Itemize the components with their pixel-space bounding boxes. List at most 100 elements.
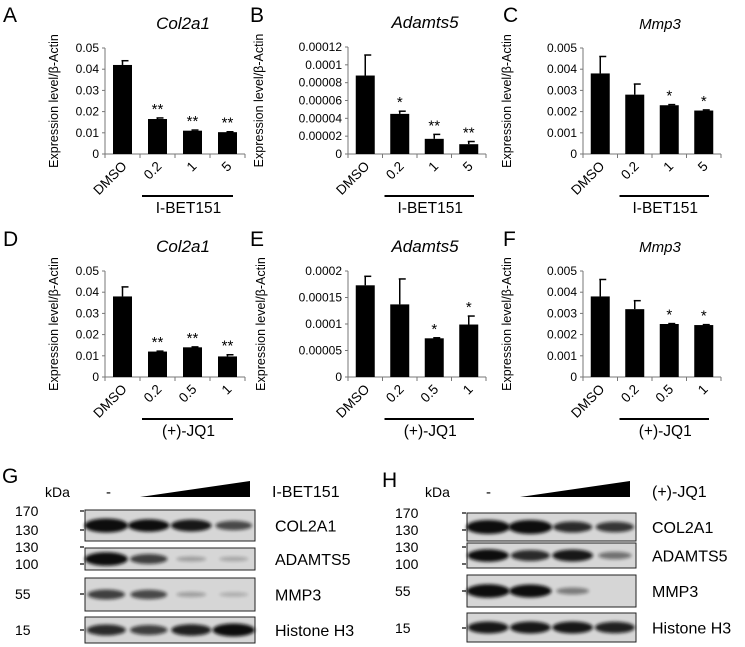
x-tick-label: DMSO (90, 382, 129, 421)
significance-marker: ** (187, 113, 199, 130)
x-tick-label: 5 (219, 159, 235, 175)
dose-gradient-triangle (520, 481, 630, 497)
chart-title: Col2a1 (156, 14, 210, 33)
x-tick-label: DMSO (568, 159, 607, 198)
panel-letter: B (250, 4, 264, 27)
y-tick-label: 0 (570, 147, 577, 161)
bar (590, 73, 610, 154)
y-tick-label: 0.002 (547, 328, 577, 342)
bar (113, 64, 132, 154)
protein-band (598, 551, 632, 560)
x-tick-label: 5 (460, 159, 476, 175)
panel-letter: G (2, 465, 18, 488)
y-tick-label: 0.02 (76, 105, 100, 119)
group-label: I-BET151 (633, 200, 698, 217)
protein-label: MMP3 (275, 588, 321, 605)
protein-band (127, 519, 170, 532)
chart-panel-b: B Adamts5 Expression level/β-Actin 0 0.00002… (250, 4, 487, 217)
protein-band (170, 519, 212, 532)
mw-marker-label: 130 (15, 539, 39, 555)
protein-band (84, 518, 129, 533)
x-tick-label: 0.5 (417, 382, 441, 406)
significance-marker: ** (222, 115, 234, 132)
chart-title: Adamts5 (390, 237, 459, 256)
bar (355, 285, 375, 377)
bar (390, 113, 410, 154)
group-label: (+)-JQ1 (404, 423, 457, 440)
y-tick-label: 0.001 (547, 126, 577, 140)
protein-band (466, 584, 510, 598)
protein-band (594, 621, 635, 634)
kda-label: kDa (425, 484, 450, 500)
y-tick-label: 0.00015 (299, 291, 343, 305)
significance-marker: ** (222, 338, 234, 355)
mw-marker-label: 100 (395, 556, 419, 572)
y-tick-label: 0.00006 (299, 94, 343, 108)
protein-band (219, 556, 249, 562)
protein-band (556, 587, 590, 595)
bar (459, 144, 479, 154)
chart-title: Adamts5 (390, 13, 459, 32)
significance-marker: * (431, 321, 437, 338)
bar (183, 130, 202, 154)
mw-marker-label: 130 (395, 539, 419, 555)
chart-title: Col2a1 (156, 237, 210, 256)
y-tick-label: 0.002 (547, 105, 577, 119)
y-tick-label: 0 (92, 370, 99, 384)
chart-panel-d: D Col2a1 Expression level/β-Actin 0 0.01 0.02… (3, 228, 246, 440)
y-tick-label: 0.05 (76, 41, 100, 55)
y-tick-label: 0.00008 (299, 76, 343, 90)
bar (390, 304, 410, 377)
x-tick-label: 1 (425, 159, 441, 175)
protein-band (86, 624, 126, 636)
y-tick-label: 0.04 (76, 285, 100, 299)
group-label: I-BET151 (156, 200, 221, 217)
y-tick-label: 0.03 (76, 83, 100, 97)
x-tick-label: 0.2 (141, 159, 165, 183)
x-tick-label: 0.5 (652, 382, 676, 406)
y-tick-label: 0.004 (547, 62, 577, 76)
protein-band (130, 589, 168, 600)
x-tick-label: 5 (695, 159, 711, 175)
mw-marker-label: 100 (15, 556, 39, 572)
y-tick-label: 0.03 (76, 306, 100, 320)
y-tick-label: 0.005 (547, 41, 577, 55)
protein-band (84, 552, 128, 566)
mw-marker-label: 15 (395, 620, 411, 636)
protein-label: ADAMTS5 (652, 549, 728, 566)
x-tick-label: 0.2 (383, 159, 407, 183)
x-tick-label: 0.5 (176, 382, 200, 406)
blot-row-mmp3: MMP3 55 (15, 577, 321, 612)
y-axis-label: Expression level/β-Actin (500, 257, 514, 391)
bar (659, 324, 679, 377)
y-axis-label: Expression level/β-Actin (252, 34, 266, 168)
chart-title: Mmp3 (639, 16, 681, 33)
treatment-label: I-BET151 (272, 484, 340, 501)
protein-band (467, 621, 509, 634)
protein-band (552, 549, 594, 562)
protein-band (215, 520, 253, 531)
protein-band (219, 592, 249, 597)
y-tick-label: 0.01 (76, 349, 100, 363)
bar (590, 296, 610, 377)
y-tick-label: 0.003 (547, 306, 577, 320)
protein-label: COL2A1 (275, 519, 336, 536)
x-tick-label: DMSO (90, 159, 129, 198)
blot-row-mmp3: MMP3 55 (395, 574, 698, 608)
y-tick-label: 0.00005 (299, 344, 343, 358)
y-tick-label: 0.0002 (305, 264, 342, 278)
panel-letter: D (3, 228, 18, 251)
panel-letter: C (503, 4, 518, 27)
x-tick-label: 1 (460, 382, 476, 398)
bar (459, 324, 479, 377)
y-tick-label: 0.003 (547, 83, 577, 97)
protein-band (508, 520, 553, 534)
x-tick-label: 1 (184, 159, 200, 175)
protein-label: Histone H3 (652, 621, 731, 638)
